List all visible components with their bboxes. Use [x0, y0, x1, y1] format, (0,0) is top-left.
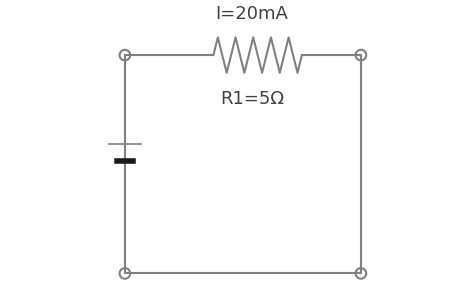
Text: R1=5Ω: R1=5Ω [220, 91, 284, 108]
Text: I=20mA: I=20mA [215, 5, 288, 23]
